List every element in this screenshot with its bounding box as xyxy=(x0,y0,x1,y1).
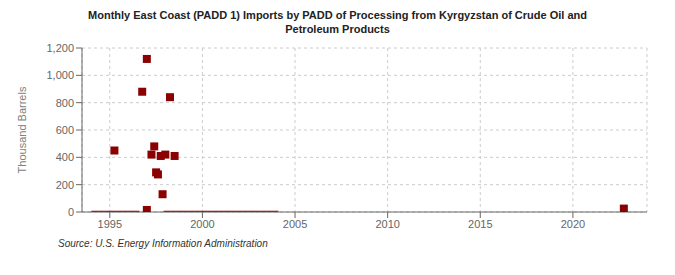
svg-text:800: 800 xyxy=(56,97,74,109)
html-text:Petroleum Products: Petroleum Products xyxy=(285,23,390,35)
svg-text:200: 200 xyxy=(56,179,74,191)
svg-text:2005: 2005 xyxy=(283,218,307,230)
svg-text:0: 0 xyxy=(68,206,74,218)
svg-text:400: 400 xyxy=(56,151,74,163)
svg-text:1,200: 1,200 xyxy=(46,42,74,54)
svg-text:2010: 2010 xyxy=(375,218,399,230)
svg-text:2000: 2000 xyxy=(190,218,214,230)
svg-text:2020: 2020 xyxy=(561,218,585,230)
svg-text:1995: 1995 xyxy=(98,218,122,230)
svg-text:Thousand Barrels: Thousand Barrels xyxy=(16,86,28,173)
svg-text:2015: 2015 xyxy=(468,218,492,230)
svg-text:1,000: 1,000 xyxy=(46,69,74,81)
html-text:Monthly East Coast (PADD 1) Im: Monthly East Coast (PADD 1) Imports by P… xyxy=(88,9,587,21)
svg-text:600: 600 xyxy=(56,124,74,136)
html-text:Source: U.S. Energy Informatio: Source: U.S. Energy Information Administ… xyxy=(58,238,268,249)
